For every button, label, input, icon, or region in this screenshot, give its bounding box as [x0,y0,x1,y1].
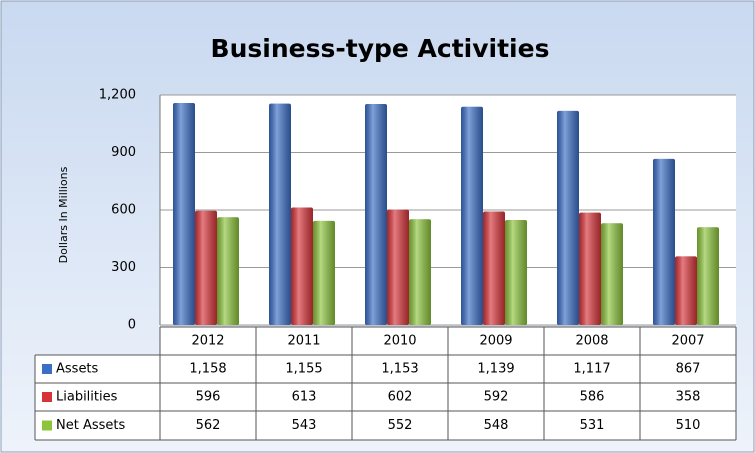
bar-shine [557,110,579,326]
x-tick-label: 2008 [575,334,608,349]
bar-shine [313,220,335,325]
legend-label: Liabilities [56,390,118,405]
bar-shine [387,209,409,325]
bar-shine [653,158,675,325]
bar-shine [461,106,483,325]
y-axis-label: Dollars In Millions [57,166,70,263]
legend-label: Assets [56,362,99,377]
table-cell: 602 [388,390,413,405]
table-cell: 531 [580,418,605,433]
table-cell: 1,139 [477,362,514,377]
bar-shine [697,227,719,325]
bar-shine [173,103,195,325]
y-tick-label: 600 [111,203,136,218]
table-cell: 543 [292,418,317,433]
bar-shine [483,211,505,325]
bar-shine [505,219,527,325]
table-cell: 562 [196,418,221,433]
y-tick-label: 0 [128,318,136,333]
legend-label: Net Assets [56,418,125,433]
table-cell: 592 [484,390,509,405]
bar-shine [409,219,431,325]
bar-shine [365,104,387,325]
table-cell: 548 [484,418,509,433]
bar-shine [579,212,601,325]
table-cell: 586 [580,390,605,405]
legend-swatch [42,392,52,402]
x-tick-label: 2009 [479,334,512,349]
bar-shine [217,217,239,325]
table-cell: 1,155 [285,362,322,377]
table-cell: 510 [676,418,701,433]
bar-shine [195,210,217,325]
table-cell: 596 [196,390,221,405]
x-tick-label: 2007 [671,334,704,349]
bar-shine [269,103,291,325]
table-cell: 552 [388,418,413,433]
table-cell: 613 [292,390,317,405]
legend-swatch [42,364,52,374]
bar-shine [291,207,313,325]
table-cell: 358 [676,390,701,405]
table-background [35,355,736,440]
table-cell: 1,153 [381,362,418,377]
table-cell: 1,158 [189,362,226,377]
table-cell: 1,117 [573,362,610,377]
y-tick-label: 900 [111,145,136,160]
x-tick-label: 2011 [287,334,320,349]
bar-shine [675,256,697,325]
legend-swatch [42,420,52,431]
x-tick-label: 2010 [383,334,416,349]
chart-title: Business-type Activities [211,34,550,63]
y-tick-label: 300 [111,260,136,275]
y-tick-label: 1,200 [99,88,136,103]
bar-shine [601,223,623,325]
x-tick-label: 2012 [191,334,224,349]
table-cell: 867 [676,362,701,377]
